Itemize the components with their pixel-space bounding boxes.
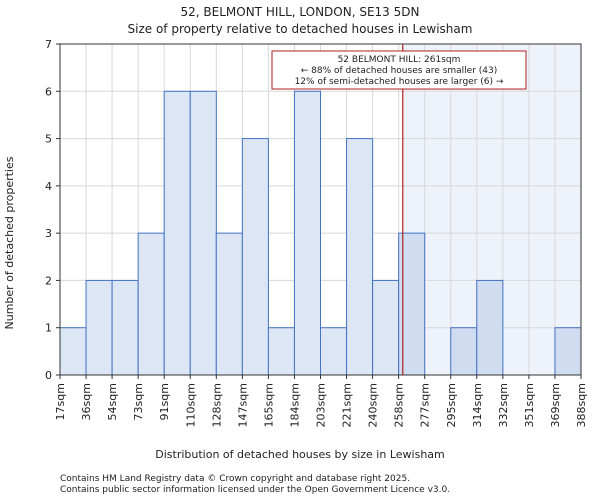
x-tick-label: 128sqm — [210, 383, 223, 427]
bar-221sqm — [346, 138, 374, 376]
bar-147sqm — [241, 138, 269, 376]
x-tick-label: 332sqm — [497, 383, 510, 427]
bar-73sqm — [137, 232, 165, 376]
bar-184sqm — [293, 90, 322, 376]
bar-369sqm — [554, 327, 582, 376]
footer-line-2: Contains public sector information licen… — [60, 485, 450, 495]
annotation-line-2: ← 88% of detached houses are smaller (43… — [301, 66, 498, 76]
bar-203sqm — [320, 327, 348, 376]
bar-165sqm — [267, 327, 295, 376]
x-tick-label: 240sqm — [367, 383, 380, 427]
x-tick-label: 147sqm — [236, 383, 249, 427]
bar-128sqm — [215, 232, 243, 376]
y-axis: 0 1 2 3 4 5 6 7 — [45, 38, 60, 382]
x-tick-label: 351sqm — [523, 383, 536, 427]
bar-240sqm — [372, 279, 400, 376]
y-tick-label: 7 — [45, 38, 52, 51]
y-tick-label: 6 — [45, 85, 52, 98]
x-tick-label: 110sqm — [184, 383, 197, 427]
y-tick-label: 4 — [45, 180, 52, 193]
annotation: 52 BELMONT HILL: 261sqm ← 88% of detache… — [271, 50, 527, 90]
x-tick-label: 36sqm — [80, 383, 93, 420]
footer-line-1: Contains HM Land Registry data © Crown c… — [60, 474, 410, 484]
x-tick-label: 17sqm — [54, 383, 67, 420]
x-tick-label: 54sqm — [106, 383, 119, 420]
bar-54sqm — [111, 279, 139, 376]
bar-17sqm — [59, 327, 87, 376]
bar-314sqm — [476, 279, 504, 376]
x-tick-label: 221sqm — [341, 383, 354, 427]
x-tick-label: 388sqm — [575, 383, 588, 427]
chart-title: 52, BELMONT HILL, LONDON, SE13 5DN — [181, 5, 420, 19]
x-tick-label: 369sqm — [549, 383, 562, 427]
x-tick-label: 277sqm — [419, 383, 432, 427]
chart-subtitle: Size of property relative to detached ho… — [128, 22, 473, 36]
x-axis-label: Distribution of detached houses by size … — [155, 448, 445, 461]
y-tick-label: 2 — [45, 274, 52, 287]
y-axis-label: Number of detached properties — [3, 156, 16, 329]
x-tick-label: 184sqm — [288, 383, 301, 427]
x-axis: 17sqm 36sqm 54sqm 73sqm 91sqm 110sqm 128sqm 147… — [54, 375, 588, 427]
bar-110sqm — [189, 90, 217, 376]
bar-295sqm — [450, 327, 478, 376]
y-tick-label: 3 — [45, 227, 52, 240]
x-tick-label: 295sqm — [445, 383, 458, 427]
x-tick-label: 165sqm — [262, 383, 275, 427]
x-tick-label: 73sqm — [132, 383, 145, 420]
annotation-line-3: 12% of semi-detached houses are larger (… — [295, 77, 504, 87]
y-tick-label: 1 — [45, 322, 52, 335]
annotation-box — [271, 50, 527, 90]
bar-36sqm — [85, 279, 113, 376]
x-tick-label: 91sqm — [158, 383, 171, 420]
y-tick-label: 0 — [45, 369, 52, 382]
x-tick-label: 203sqm — [315, 383, 328, 427]
annotation-line-1: 52 BELMONT HILL: 261sqm — [338, 55, 461, 65]
x-tick-label: 314sqm — [471, 383, 484, 427]
x-tick-label: 258sqm — [393, 383, 406, 427]
y-tick-label: 5 — [45, 133, 52, 146]
bar-91sqm — [163, 90, 191, 376]
